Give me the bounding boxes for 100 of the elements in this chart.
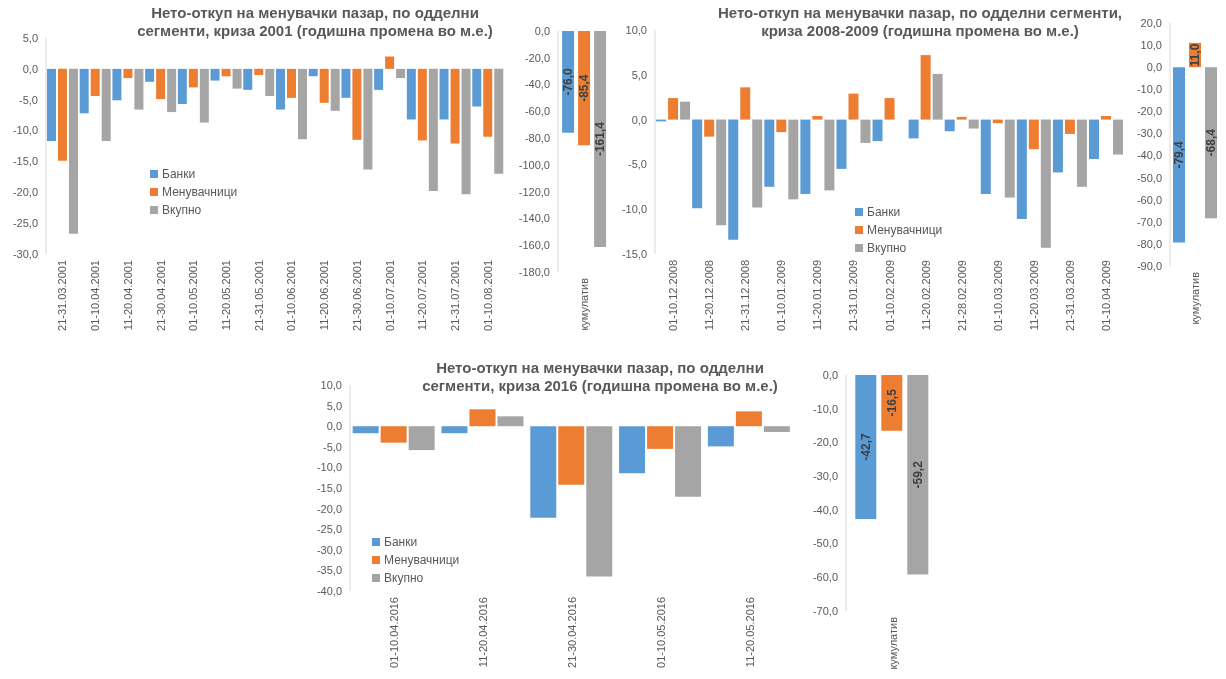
legend-label: Банки [162,166,196,183]
data-label: 11,0 [1188,43,1202,67]
bar [860,119,871,143]
bar [836,119,847,169]
x-tick-label: 01-10.01.2009 [775,260,788,331]
x-tick-label: кумулатив [886,616,899,670]
x-tick-label: 21-30.06.2001 [350,260,363,331]
legend-label: Менувачници [867,222,943,239]
bar [1064,119,1075,134]
bar [1089,119,1100,160]
bar [1113,119,1124,155]
bar [824,119,835,191]
y-tick-label: -10,0 [12,124,38,137]
x-tick-label: кумулатив [1189,271,1201,325]
data-label: -59,2 [910,460,925,489]
bar [812,116,823,120]
bar [530,426,557,518]
bar [968,119,979,129]
y-tick-label: -20,0 [812,436,838,449]
bar [1016,119,1027,220]
legend-label: Менувачници [162,184,238,201]
bar [469,409,496,427]
y-tick-label: -10,0 [316,461,342,474]
y-tick-label: -40,0 [812,503,838,516]
bar [1052,119,1063,173]
legend-label: Менувачници [384,552,460,569]
x-tick-label: 11-20.07.2001 [416,260,429,331]
x-tick-label: 21-31.03.2001 [56,260,69,331]
legend-label: Вкупно [384,570,424,587]
y-tick-label: -60,0 [1136,193,1162,206]
bar [680,101,691,120]
bar [441,426,468,434]
x-tick-label: 01-10.06.2001 [285,260,298,331]
bar [716,119,727,226]
y-tick-label: -50,0 [1136,171,1162,184]
y-tick-label: -40,0 [316,584,342,597]
bar [675,426,702,497]
y-tick-label: 5,0 [22,31,38,44]
y-tick-label: -50,0 [812,537,838,550]
y-tick-label: -80,0 [1136,237,1162,250]
bar [735,411,762,427]
data-label: -16,5 [884,388,899,417]
x-tick-label: 01-10.04.2016 [388,597,401,668]
y-tick-label: -160,0 [518,239,550,252]
y-tick-label: -120,0 [518,185,550,198]
data-label: -76,0 [561,67,576,96]
y-tick-label: 0,0 [631,113,647,126]
x-tick-label: 11-20.04.2001 [121,260,134,331]
y-tick-label: -25,0 [12,217,38,230]
y-tick-label: 0,0 [534,24,550,37]
legend-label: Вкупно [162,202,202,219]
bar [764,119,775,187]
bar [707,426,734,447]
chart-title: Нето-откуп на менувачки пазар, по одделни сегменти, криза 2016 (годишна промена во м.е.) [421,359,779,395]
bar [497,416,524,427]
bar [908,119,919,139]
y-tick-label: -30,0 [1136,127,1162,140]
bar [932,73,943,120]
x-tick-label: 21-30.04.2016 [566,597,578,668]
legend-label: Банки [384,534,418,551]
bar [752,119,763,208]
data-label: -68,4 [1204,128,1218,157]
bar [704,119,715,137]
x-tick-label: 01-10.12.2008 [667,260,680,331]
y-tick-label: -20,0 [524,51,550,64]
y-tick-label: -40,0 [524,78,550,91]
y-tick-label: -30,0 [812,470,838,483]
x-tick-label: 01-10.04.2001 [89,260,102,331]
bar [740,87,751,120]
bar [1101,116,1112,120]
y-tick-label: -100,0 [518,158,550,171]
y-tick-label: 5,0 [631,68,647,81]
x-tick-label: 11-20.04.2016 [477,597,490,668]
bar [558,426,585,485]
y-tick-label: -70,0 [1136,215,1162,228]
y-tick-label: -5,0 [323,440,342,453]
legend-label: Вкупно [867,240,907,257]
x-tick-label: 21-31.01.2009 [847,260,860,331]
y-tick-label: 0,0 [22,62,38,75]
y-tick-label: -20,0 [1136,105,1162,118]
bar [920,55,931,120]
data-label: -85,4 [577,74,592,102]
y-tick-label: -10,0 [812,402,838,415]
bar [800,119,811,194]
bar [647,426,674,449]
x-tick-label: кумулатив [577,277,590,331]
x-tick-label: 21-28.02.2009 [955,260,968,331]
y-tick-label: 0,0 [822,368,838,381]
y-tick-label: -5,0 [628,158,647,171]
bar [668,98,679,120]
bar [692,119,703,209]
bar [956,116,967,120]
chart-title: Нето-откуп на менувачки пазар, по одделни сегменти, криза 2008-2009 (годишна промена во м.е.) [716,4,1124,40]
y-tick-label: 10,0 [1140,39,1162,51]
bar [380,426,407,443]
bar [1028,119,1039,150]
x-tick-label: 21-31.05.2001 [252,260,265,331]
data-label: -42,7 [858,432,873,461]
chart-title: Нето-откуп на менувачки пазар, по одделни сегменти, криза 2001 (годишна промена во м.е.) [136,4,494,40]
x-tick-label: 21-31.03.2009 [1063,260,1076,331]
